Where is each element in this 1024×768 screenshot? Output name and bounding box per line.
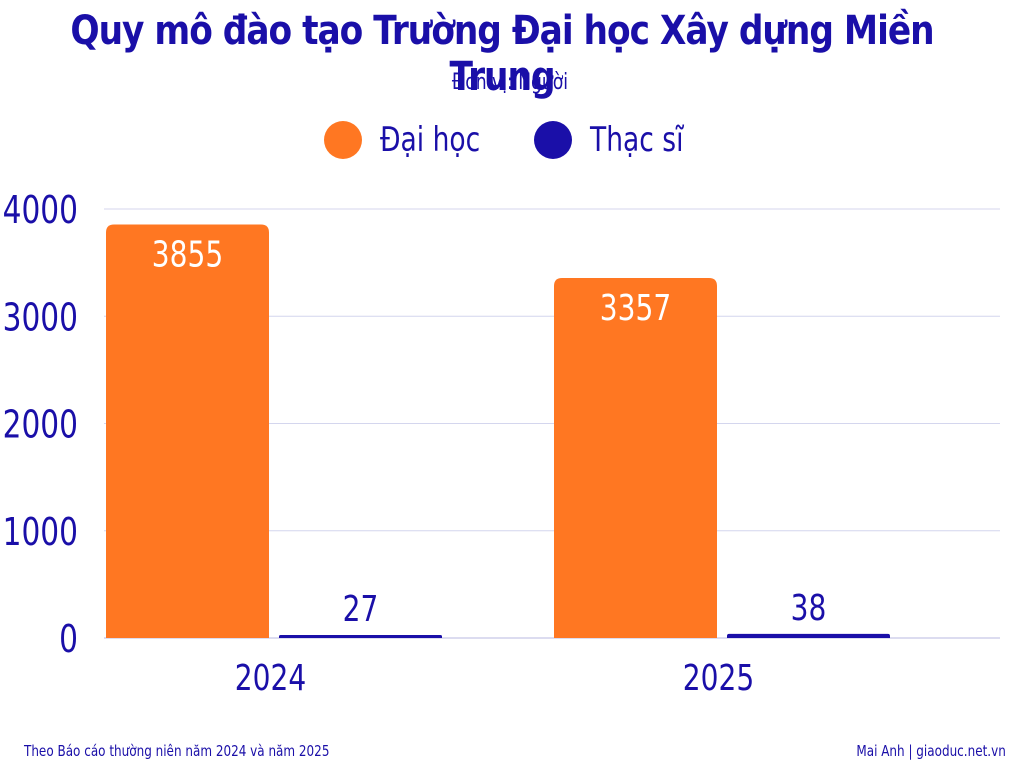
legend-item-thac-si: Thạc sĩ <box>534 118 710 162</box>
source-note: Theo Báo cáo thường niên năm 2024 và năm… <box>24 742 330 760</box>
bar-dai-hoc <box>106 224 269 638</box>
legend-label-dai-hoc: Đại học <box>380 120 481 160</box>
bar-value-label: 3855 <box>152 233 223 275</box>
bar-value-label: 38 <box>791 586 827 628</box>
y-tick-label: 2000 <box>3 403 78 448</box>
y-tick-label: 3000 <box>3 296 78 341</box>
bar-chart: 0 1000 2000 3000 4000 3855 27 2024 3357 38 2025 <box>3 188 1000 699</box>
chart-subtitle: Đơn vị: Người <box>451 70 569 95</box>
bar-thac-si <box>727 633 890 638</box>
x-tick-label: 2025 <box>683 657 754 699</box>
bar-value-label: 3357 <box>600 287 671 329</box>
y-tick-label: 0 <box>59 617 78 662</box>
y-tick-label: 4000 <box>3 188 78 233</box>
legend-label-thac-si: Thạc sĩ <box>590 120 684 160</box>
legend-item-dai-hoc: Đại học <box>324 118 508 162</box>
chart-title: Quy mô đào tạo Trường Đại học Xây dựng M… <box>70 8 934 100</box>
credit-note: Mai Anh | giaoduc.net.vn <box>856 742 1006 760</box>
bar-dai-hoc <box>554 277 717 638</box>
legend-swatch-dai-hoc <box>324 121 362 159</box>
bar-thac-si <box>279 635 442 638</box>
legend-swatch-thac-si <box>534 121 572 159</box>
chart-legend: Đại học Thạc sĩ <box>0 118 1024 162</box>
bar-value-label: 27 <box>343 588 379 630</box>
x-tick-label: 2024 <box>235 657 306 699</box>
y-tick-label: 1000 <box>3 510 78 555</box>
